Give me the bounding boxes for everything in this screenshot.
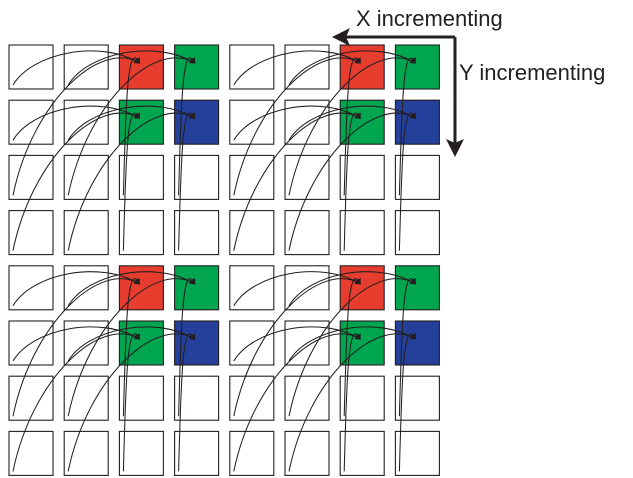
empty-pixel [63, 430, 109, 476]
interpolation-arrow [398, 277, 416, 417]
interpolation-arrow [288, 50, 417, 86]
interpolation-arrow [233, 326, 362, 362]
interpolation-arrow [233, 112, 362, 251]
interpolation-arrow [67, 271, 196, 307]
interpolation-arrow [12, 50, 141, 86]
empty-pixel [118, 210, 164, 256]
empty-pixel [339, 210, 385, 256]
empty-pixel [284, 430, 330, 476]
empty-pixel [8, 430, 54, 476]
empty-pixel [284, 375, 330, 421]
interpolation-arrow [398, 112, 416, 251]
axis-indicator: X incrementing Y incrementing [332, 6, 605, 157]
empty-pixel [174, 430, 220, 476]
interpolation-arrow [122, 277, 140, 417]
interpolation-arrow [122, 57, 140, 196]
interpolation-arrow [67, 112, 196, 251]
interpolation-arrow [12, 271, 141, 307]
empty-pixel [394, 430, 440, 476]
interpolation-arrow [288, 105, 417, 141]
interpolation-arrow [122, 112, 140, 251]
empty-pixel [8, 210, 54, 256]
interpolation-arrow [67, 50, 196, 86]
empty-pixel [8, 375, 54, 421]
empty-pixel [8, 320, 54, 366]
empty-pixel [63, 375, 109, 421]
interpolation-arrow [288, 271, 417, 307]
empty-pixel [339, 375, 385, 421]
interpolation-arrow [233, 271, 362, 307]
interpolation-arrow [12, 333, 141, 472]
interpolation-arrow [233, 50, 362, 86]
interpolation-arrow [398, 333, 416, 472]
y-axis-arrowhead [446, 139, 464, 157]
interpolation-arrow [343, 333, 361, 472]
interpolation-arrow [288, 326, 417, 362]
interpolation-arrow [343, 277, 361, 417]
x-axis-label: X incrementing [356, 6, 503, 31]
interpolation-arrow [233, 57, 362, 196]
empty-pixel [174, 210, 220, 256]
empty-pixel [118, 375, 164, 421]
interpolation-arrow [12, 112, 141, 251]
interpolation-arrow [343, 57, 361, 196]
interpolation-arrow [398, 57, 416, 196]
empty-pixel [284, 210, 330, 256]
interpolation-arrow [178, 112, 196, 251]
interpolation-arrow [67, 57, 196, 196]
green-pixel [394, 265, 440, 311]
empty-pixel [339, 430, 385, 476]
interpolation-arrow [178, 277, 196, 417]
interpolation-arrow [67, 326, 196, 362]
interpolation-arrow [122, 333, 140, 472]
pixel-grid [8, 44, 440, 476]
interpolation-arrow [67, 333, 196, 472]
interpolation-arrow [67, 278, 196, 417]
green-pixel [174, 44, 220, 90]
empty-pixel [229, 210, 275, 256]
interpolation-arrow [12, 278, 141, 417]
x-axis-arrowhead [332, 28, 350, 46]
empty-pixel [229, 154, 275, 200]
interpolation-arrow [288, 112, 417, 251]
empty-pixel [8, 154, 54, 200]
empty-pixel [63, 154, 109, 200]
empty-pixel [394, 210, 440, 256]
interpolation-arrow [12, 105, 141, 141]
interpolation-arrow [288, 333, 417, 472]
empty-pixel [229, 430, 275, 476]
interpolation-arrow [178, 57, 196, 196]
interpolation-arrow [233, 105, 362, 141]
green-pixel [174, 265, 220, 311]
interpolation-arrows [12, 50, 417, 472]
interpolation-arrow [288, 278, 417, 417]
interpolation-arrow [12, 57, 141, 196]
empty-pixel [229, 265, 275, 311]
red-pixel [339, 265, 385, 311]
empty-pixel [229, 375, 275, 421]
empty-pixel [63, 210, 109, 256]
interpolation-arrow [67, 105, 196, 141]
interpolation-arrow [178, 333, 196, 472]
interpolation-arrow [288, 57, 417, 196]
y-axis-label: Y incrementing [459, 60, 605, 85]
empty-pixel [118, 430, 164, 476]
green-pixel [394, 44, 440, 90]
interpolation-arrow [233, 333, 362, 472]
empty-pixel [284, 154, 330, 200]
interpolation-arrow [233, 278, 362, 417]
interpolation-arrow [343, 112, 361, 251]
interpolation-arrow [12, 326, 141, 362]
